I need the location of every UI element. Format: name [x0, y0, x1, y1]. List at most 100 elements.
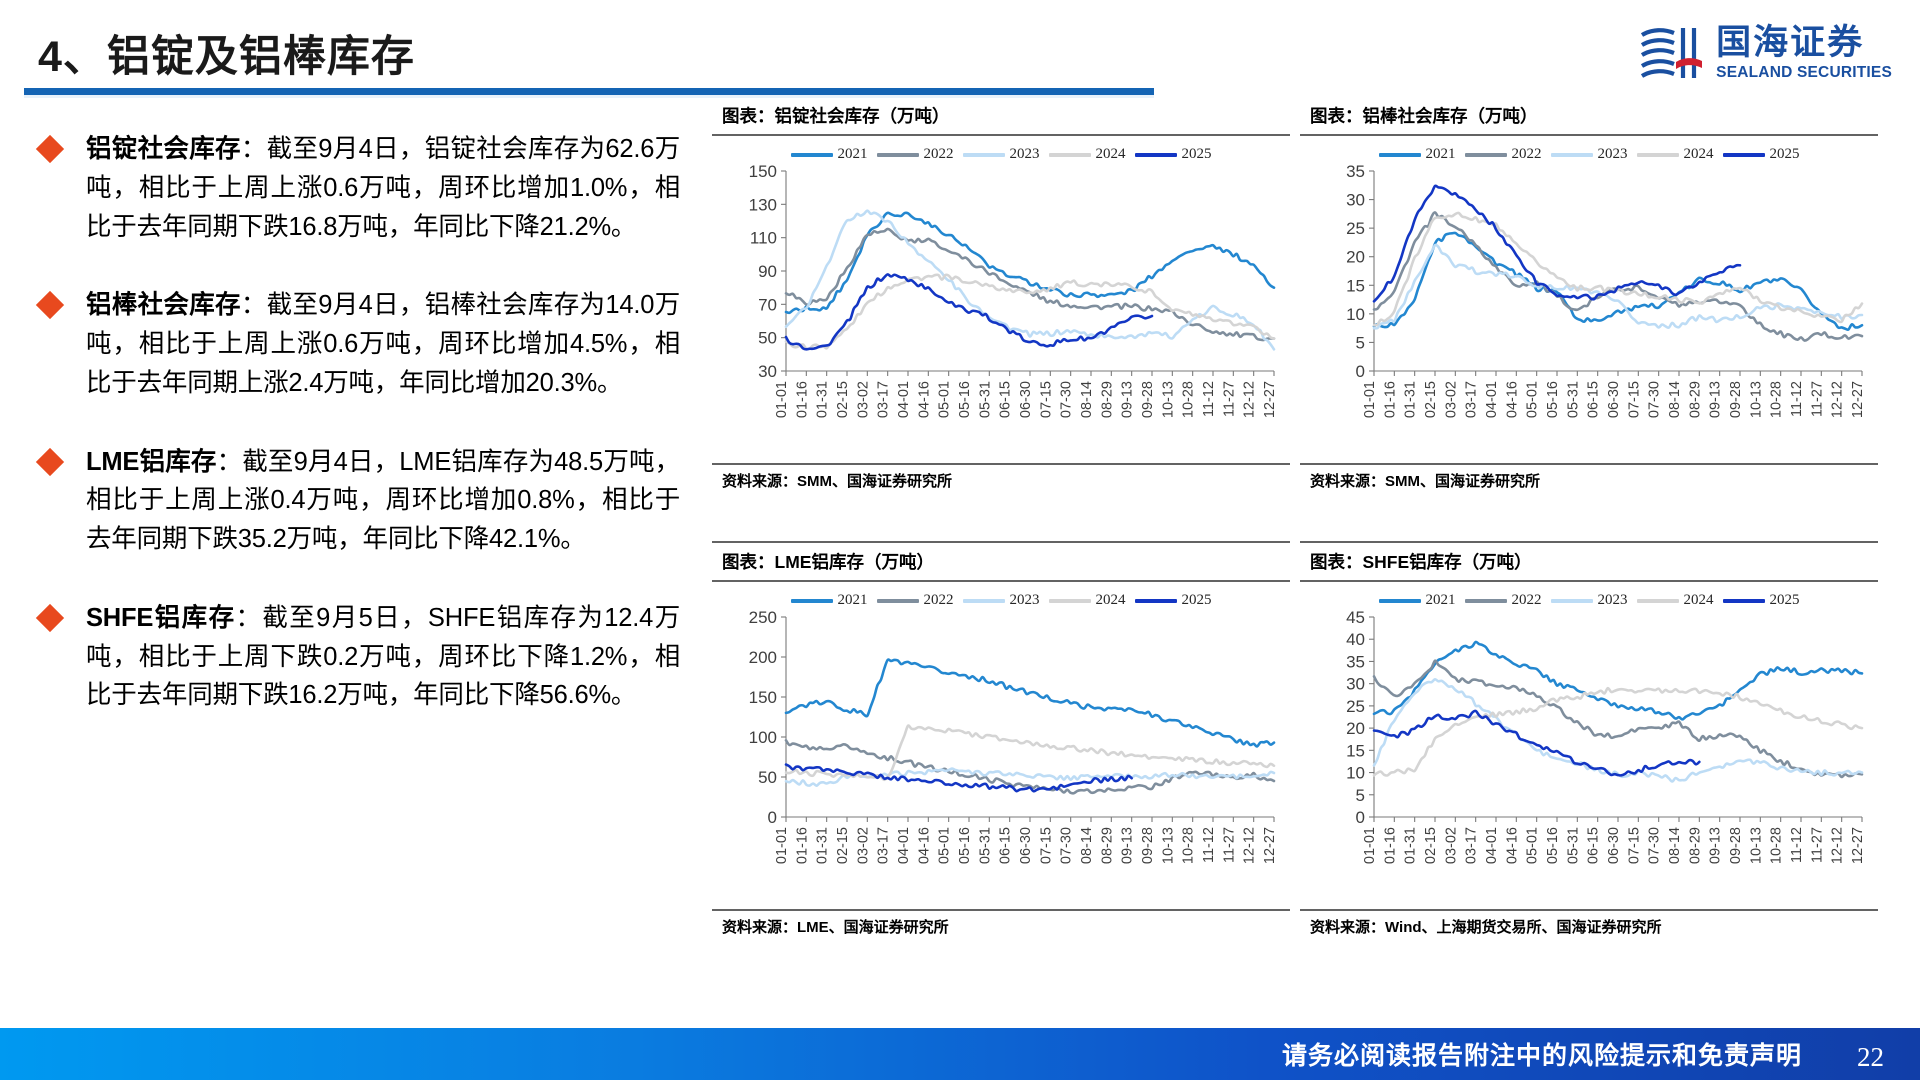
legend-label: 2024: [1683, 146, 1714, 162]
svg-text:50: 50: [758, 768, 777, 787]
page-number: 22: [1857, 1042, 1884, 1072]
svg-text:10-13: 10-13: [1160, 827, 1176, 864]
svg-text:03-02: 03-02: [855, 827, 871, 864]
page-title: 4、铝锭及铝棒库存: [38, 33, 415, 81]
svg-text:08-14: 08-14: [1667, 827, 1683, 864]
svg-text:40: 40: [1346, 630, 1365, 649]
svg-text:0: 0: [768, 808, 777, 827]
svg-text:03-17: 03-17: [876, 827, 892, 864]
legend-label: 2025: [1769, 146, 1800, 162]
list-item: SHFE铝库存：截至9月5日，SHFE铝库存为12.4万吨，相比于上周下跌0.2…: [35, 599, 680, 715]
svg-text:250: 250: [749, 609, 777, 627]
series-line-2021: [1372, 640, 1864, 721]
bullet-label: SHFE铝库存: [86, 603, 236, 632]
svg-text:05-31: 05-31: [1565, 381, 1581, 418]
svg-text:05-01: 05-01: [937, 381, 953, 418]
legend-swatch-icon: [1134, 152, 1177, 157]
svg-text:10-28: 10-28: [1181, 827, 1197, 864]
svg-text:10: 10: [1346, 305, 1365, 324]
svg-text:03-17: 03-17: [1464, 827, 1480, 864]
chart-plot-area: 0 50 100 150 200 250 01-01 01-16 01-31 02-15 03-02…: [712, 609, 1290, 909]
svg-text:07-30: 07-30: [1059, 827, 1075, 864]
svg-text:12-12: 12-12: [1830, 827, 1846, 864]
svg-text:09-13: 09-13: [1120, 381, 1136, 418]
svg-text:02-15: 02-15: [1423, 381, 1439, 418]
bullet-body: LME铝库存：截至9月4日，LME铝库存为48.5万吨，相比于上周上涨0.4万吨…: [86, 443, 680, 559]
legend-swatch-icon: [1048, 598, 1091, 603]
svg-text:02-15: 02-15: [835, 381, 851, 418]
series-line-2024: [1372, 686, 1864, 777]
svg-text:06-15: 06-15: [998, 381, 1014, 418]
svg-text:110: 110: [750, 229, 777, 248]
legend-swatch-icon: [876, 152, 919, 157]
chart-title: 图表：SHFE铝库存（万吨）: [1300, 541, 1878, 582]
svg-text:04-16: 04-16: [1504, 381, 1520, 418]
svg-text:0: 0: [1356, 808, 1365, 827]
svg-text:12-12: 12-12: [1242, 381, 1258, 418]
legend-label: 2021: [1425, 592, 1456, 608]
legend-item-2021: 2021: [790, 146, 868, 163]
bullet-label: 铝锭社会库存: [86, 135, 241, 163]
svg-text:30: 30: [1346, 675, 1365, 694]
legend-label: 2022: [923, 592, 954, 608]
svg-text:08-14: 08-14: [1079, 827, 1095, 864]
svg-text:07-30: 07-30: [1059, 381, 1075, 418]
svg-text:05-16: 05-16: [957, 381, 973, 418]
summary-bullet-list: 铝锭社会库存：截至9月4日，铝锭社会库存为62.6万吨，相比于上周上涨0.6万吨…: [35, 130, 680, 755]
legend-item-2023: 2023: [1550, 592, 1628, 609]
svg-text:04-01: 04-01: [896, 381, 912, 418]
svg-text:06-30: 06-30: [1018, 381, 1034, 418]
legend-swatch-icon: [1722, 598, 1765, 603]
legend-label: 2023: [1009, 592, 1040, 608]
svg-text:15: 15: [1346, 276, 1365, 295]
series-line-2022: [1372, 211, 1864, 342]
svg-text:09-28: 09-28: [1728, 827, 1744, 864]
svg-text:20: 20: [1346, 248, 1365, 267]
svg-text:07-15: 07-15: [1626, 827, 1642, 864]
svg-text:10-28: 10-28: [1769, 381, 1785, 418]
svg-text:02-15: 02-15: [1423, 827, 1439, 864]
bullet-detail: ：截至9月4日，LME铝库存为48.5万吨，相比于上周上涨0.4万吨，周环比增加…: [86, 447, 680, 554]
legend-item-2023: 2023: [962, 592, 1040, 609]
legend-label: 2023: [1597, 592, 1628, 608]
svg-text:130: 130: [749, 195, 777, 214]
legend-swatch-icon: [1550, 152, 1593, 157]
logo-name-en: SEALAND SECURITIES: [1716, 64, 1892, 82]
legend-swatch-icon: [1550, 598, 1593, 603]
svg-text:150: 150: [749, 688, 777, 707]
legend-label: 2022: [1511, 592, 1542, 608]
svg-text:70: 70: [758, 295, 777, 314]
chart-legend: 2021 2022 2023 2024 2025: [712, 136, 1290, 163]
svg-text:01-16: 01-16: [794, 381, 810, 418]
svg-text:06-30: 06-30: [1018, 827, 1034, 864]
chart-title: 图表：铝锭社会库存（万吨）: [712, 100, 1290, 136]
svg-text:04-16: 04-16: [916, 381, 932, 418]
svg-text:08-29: 08-29: [1099, 827, 1115, 864]
legend-item-2025: 2025: [1134, 146, 1212, 163]
svg-text:04-01: 04-01: [1484, 827, 1500, 864]
svg-text:10-13: 10-13: [1748, 381, 1764, 418]
series-line-2021: [1372, 231, 1864, 332]
svg-text:05-01: 05-01: [937, 827, 953, 864]
svg-text:15: 15: [1346, 741, 1365, 760]
svg-text:05-31: 05-31: [977, 381, 993, 418]
svg-text:05-16: 05-16: [957, 827, 973, 864]
svg-text:09-13: 09-13: [1120, 827, 1136, 864]
chart-plot-area: 0 5 10 15 20 25 30 35 01-01 01-16 01-31 02-15 03-02 0…: [1300, 163, 1878, 463]
company-logo: 国海证券 SEALAND SECURITIES: [1638, 24, 1892, 82]
svg-text:07-15: 07-15: [1038, 827, 1054, 864]
logo-name-cn: 国海证券: [1716, 23, 1865, 63]
svg-text:01-16: 01-16: [794, 827, 810, 864]
list-item: 铝棒社会库存：截至9月4日，铝棒社会库存为14.0万吨，相比于上周上涨0.6万吨…: [35, 286, 680, 402]
legend-label: 2024: [1683, 592, 1714, 608]
bullet-detail: ：截至9月5日，SHFE铝库存为12.4万吨，相比于上周下跌0.2万吨，周环比下…: [86, 603, 680, 710]
chart-plot-area: 30 50 70 90 110 130 150 01-01 01-16 01-31 02-15 03-…: [712, 163, 1290, 463]
svg-text:01-16: 01-16: [1382, 827, 1398, 864]
chart-legend: 2021 2022 2023 2024 2025: [712, 582, 1290, 609]
svg-text:200: 200: [749, 648, 777, 667]
legend-swatch-icon: [1464, 598, 1507, 603]
svg-text:01-31: 01-31: [1403, 381, 1419, 418]
legend-label: 2021: [837, 146, 868, 162]
svg-text:04-01: 04-01: [896, 827, 912, 864]
svg-text:10-13: 10-13: [1160, 381, 1176, 418]
